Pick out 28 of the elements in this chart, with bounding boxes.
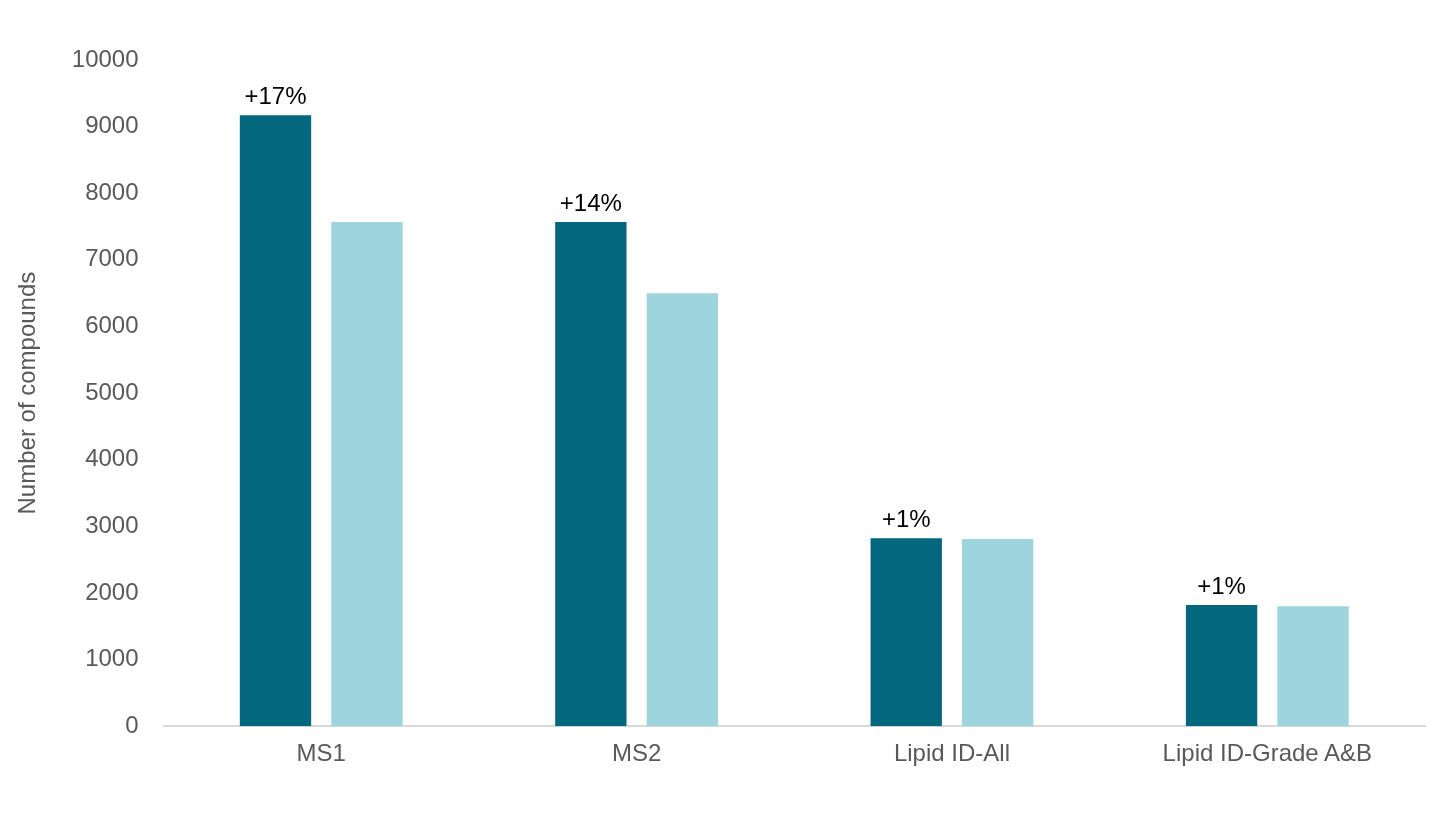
bar: [870, 538, 942, 727]
x-tick-label: Lipid ID-Grade A&B: [1162, 739, 1373, 767]
bar: [239, 115, 312, 727]
y-tick-label: 8000: [85, 177, 139, 205]
annotation: +17%: [244, 81, 307, 109]
annotation: +14%: [559, 188, 622, 216]
bar: [646, 293, 718, 727]
x-tick-label: MS1: [296, 739, 346, 767]
bar: [962, 539, 1034, 727]
x-tick-label: MS2: [611, 739, 662, 767]
bar: [331, 221, 403, 727]
y-tick-label: 7000: [85, 244, 139, 272]
bar: [555, 221, 627, 727]
y-tick-label: 0: [125, 710, 139, 738]
bar: [1185, 604, 1258, 727]
y-tick-label: 2000: [85, 577, 139, 605]
annotation: +1%: [881, 504, 931, 532]
y-tick-label: 4000: [85, 444, 139, 472]
y-tick-label: 5000: [85, 377, 139, 405]
y-tick-label: 1000: [85, 644, 139, 672]
y-tick-label: 3000: [85, 510, 139, 538]
bar: [1277, 606, 1349, 727]
x-tick-label: Lipid ID-All: [893, 739, 1010, 767]
y-tick-label: 9000: [85, 111, 139, 139]
y-axis-title: Number of compounds: [13, 271, 41, 515]
y-tick-label: 6000: [85, 311, 139, 339]
annotation: +1%: [1197, 571, 1246, 599]
y-tick-label: 10000: [71, 44, 139, 72]
